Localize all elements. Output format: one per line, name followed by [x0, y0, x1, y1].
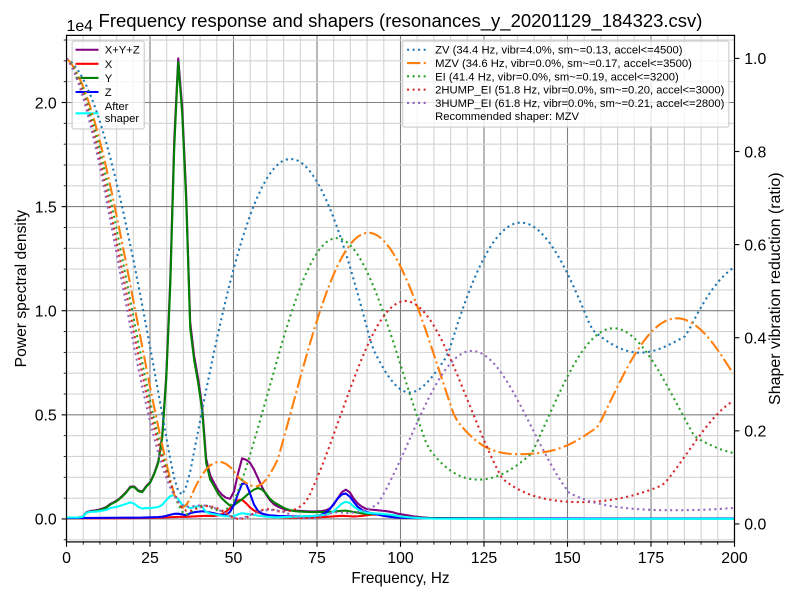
- svg-text:0.8: 0.8: [744, 144, 766, 161]
- svg-text:Shaper vibration reduction (ra: Shaper vibration reduction (ratio): [767, 172, 784, 405]
- svg-text:Z: Z: [105, 87, 112, 99]
- svg-text:After: After: [105, 101, 129, 113]
- svg-text:Frequency, Hz: Frequency, Hz: [351, 570, 449, 587]
- svg-text:0.6: 0.6: [744, 237, 766, 254]
- svg-text:0: 0: [62, 550, 71, 567]
- svg-text:125: 125: [471, 550, 498, 567]
- svg-text:Recommended shaper: MZV: Recommended shaper: MZV: [435, 111, 579, 123]
- svg-text:25: 25: [141, 550, 159, 567]
- svg-text:200: 200: [721, 550, 748, 567]
- svg-text:0.0: 0.0: [744, 517, 766, 534]
- svg-text:0.2: 0.2: [744, 424, 766, 441]
- svg-text:2.0: 2.0: [35, 95, 57, 112]
- svg-text:1.5: 1.5: [35, 199, 57, 216]
- svg-text:Frequency response and shapers: Frequency response and shapers (resonanc…: [99, 10, 703, 32]
- svg-text:1.0: 1.0: [35, 303, 57, 320]
- svg-text:175: 175: [638, 550, 665, 567]
- svg-text:2HUMP_EI (51.8 Hz, vibr=0.0%,: 2HUMP_EI (51.8 Hz, vibr=0.0%, sm~=0.20, …: [435, 85, 724, 97]
- svg-text:3HUMP_EI (61.8 Hz, vibr=0.0%,: 3HUMP_EI (61.8 Hz, vibr=0.0%, sm~=0.21, …: [435, 98, 724, 110]
- svg-text:0.4: 0.4: [744, 330, 766, 347]
- svg-text:MZV (34.6 Hz, vibr=0.0%, sm~=0: MZV (34.6 Hz, vibr=0.0%, sm~=0.17, accel…: [435, 58, 692, 70]
- svg-text:X: X: [105, 59, 113, 71]
- svg-text:EI (41.4 Hz, vibr=0.0%, sm~=0.: EI (41.4 Hz, vibr=0.0%, sm~=0.19, accel<…: [435, 71, 679, 83]
- svg-text:1e4: 1e4: [67, 18, 94, 35]
- svg-text:50: 50: [225, 550, 243, 567]
- svg-text:1.0: 1.0: [744, 51, 766, 68]
- svg-text:ZV (34.4 Hz, vibr=4.0%, sm~=0.: ZV (34.4 Hz, vibr=4.0%, sm~=0.13, accel<…: [435, 45, 683, 57]
- svg-text:shaper: shaper: [105, 113, 140, 125]
- svg-text:Power spectral density: Power spectral density: [13, 210, 30, 368]
- svg-text:X+Y+Z: X+Y+Z: [105, 45, 140, 57]
- svg-text:100: 100: [387, 550, 414, 567]
- svg-text:0.5: 0.5: [35, 408, 57, 425]
- svg-text:Y: Y: [105, 73, 113, 85]
- svg-text:0.0: 0.0: [35, 512, 57, 529]
- svg-text:150: 150: [554, 550, 581, 567]
- svg-text:75: 75: [308, 550, 326, 567]
